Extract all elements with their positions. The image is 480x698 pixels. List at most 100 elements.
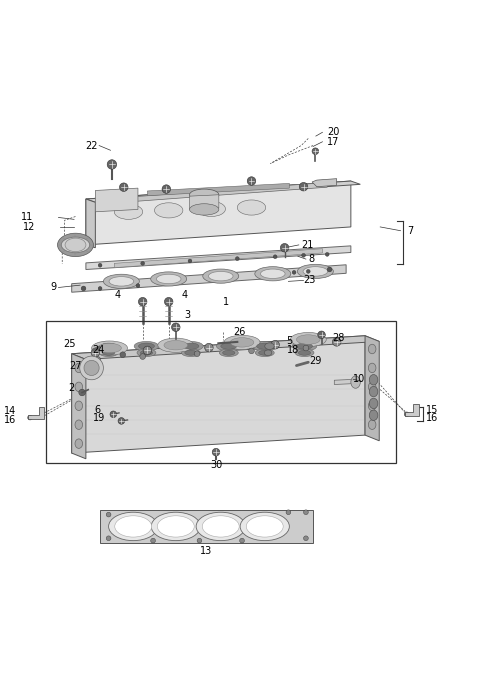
Ellipse shape [115, 516, 152, 537]
Ellipse shape [156, 274, 181, 283]
Bar [100, 510, 313, 543]
Circle shape [303, 510, 308, 514]
Circle shape [120, 352, 126, 357]
Ellipse shape [181, 349, 200, 357]
Circle shape [95, 357, 100, 362]
Ellipse shape [208, 272, 233, 281]
Polygon shape [405, 404, 420, 416]
Circle shape [91, 348, 100, 357]
Ellipse shape [240, 512, 289, 541]
Polygon shape [72, 336, 365, 453]
Ellipse shape [202, 516, 239, 537]
Ellipse shape [134, 341, 159, 351]
Polygon shape [86, 181, 360, 202]
Circle shape [98, 263, 102, 267]
Circle shape [98, 287, 102, 290]
Circle shape [273, 255, 277, 259]
Circle shape [292, 270, 296, 274]
Circle shape [162, 185, 170, 193]
Circle shape [110, 411, 117, 417]
Polygon shape [72, 336, 379, 359]
Circle shape [151, 538, 156, 543]
Text: 24: 24 [93, 345, 105, 355]
Ellipse shape [190, 204, 219, 215]
Circle shape [271, 341, 279, 349]
Ellipse shape [99, 349, 118, 357]
Polygon shape [86, 199, 96, 248]
Polygon shape [72, 265, 346, 292]
Text: 27: 27 [70, 361, 82, 371]
Circle shape [247, 177, 256, 185]
Ellipse shape [297, 335, 320, 344]
Text: 30: 30 [210, 460, 222, 470]
Polygon shape [96, 188, 138, 211]
Ellipse shape [102, 350, 115, 355]
Ellipse shape [101, 343, 117, 349]
Circle shape [140, 354, 145, 359]
Ellipse shape [299, 350, 311, 355]
Ellipse shape [264, 350, 272, 355]
Ellipse shape [185, 350, 197, 355]
Text: 22: 22 [85, 140, 98, 151]
Text: 11: 11 [21, 212, 33, 223]
Polygon shape [312, 179, 336, 186]
Ellipse shape [368, 344, 376, 354]
Circle shape [120, 183, 128, 191]
Text: 3: 3 [184, 310, 191, 320]
Polygon shape [86, 246, 351, 269]
Text: 29: 29 [309, 356, 322, 366]
Circle shape [300, 182, 308, 191]
Text: 18: 18 [287, 345, 299, 355]
Ellipse shape [137, 349, 156, 357]
Text: 21: 21 [301, 240, 313, 250]
Text: 16: 16 [426, 413, 438, 423]
Circle shape [143, 346, 152, 355]
Circle shape [171, 323, 180, 332]
Text: 5: 5 [287, 336, 293, 346]
Circle shape [81, 286, 86, 291]
Bar [46, 320, 396, 463]
Ellipse shape [151, 272, 187, 286]
Circle shape [138, 297, 147, 306]
Polygon shape [86, 181, 351, 245]
Text: 15: 15 [426, 405, 438, 415]
Ellipse shape [75, 439, 83, 448]
Ellipse shape [75, 401, 83, 410]
Circle shape [165, 297, 173, 306]
Circle shape [327, 267, 332, 272]
Circle shape [312, 148, 319, 154]
Circle shape [141, 262, 144, 265]
Circle shape [212, 448, 220, 456]
Ellipse shape [109, 276, 134, 286]
Text: 10: 10 [353, 374, 365, 385]
Ellipse shape [151, 512, 200, 541]
Text: 25: 25 [63, 339, 75, 349]
Ellipse shape [237, 200, 266, 215]
Ellipse shape [164, 341, 188, 350]
Circle shape [28, 415, 33, 420]
Ellipse shape [255, 349, 274, 357]
Polygon shape [147, 184, 289, 195]
Ellipse shape [140, 350, 153, 355]
Ellipse shape [196, 512, 245, 541]
Circle shape [249, 348, 254, 354]
Ellipse shape [61, 237, 90, 253]
Circle shape [106, 536, 111, 541]
Ellipse shape [219, 349, 238, 357]
Ellipse shape [98, 343, 121, 352]
Ellipse shape [368, 420, 376, 429]
Text: 28: 28 [332, 333, 344, 343]
Polygon shape [109, 182, 327, 203]
Circle shape [79, 389, 85, 396]
Circle shape [118, 417, 125, 424]
Ellipse shape [75, 420, 83, 429]
Text: 26: 26 [233, 327, 246, 337]
Ellipse shape [155, 203, 183, 218]
Ellipse shape [292, 341, 317, 351]
Circle shape [333, 338, 341, 346]
Ellipse shape [216, 341, 241, 351]
Circle shape [404, 412, 409, 417]
Ellipse shape [108, 512, 158, 541]
Ellipse shape [369, 387, 378, 396]
Ellipse shape [84, 360, 99, 376]
